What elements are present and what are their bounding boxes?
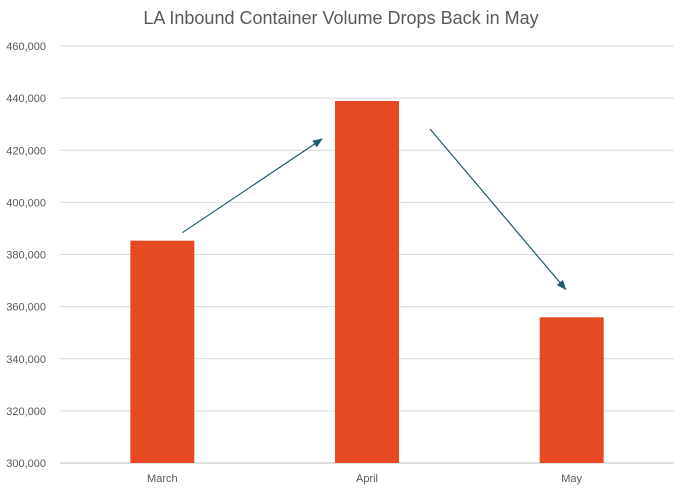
y-tick-label: 300,000: [6, 458, 46, 470]
x-axis: March April May: [147, 473, 583, 485]
bar-april: [335, 100, 399, 463]
arrow-up: [181, 138, 323, 234]
y-tick-label: 440,000: [6, 93, 46, 105]
bar-may: [539, 317, 604, 463]
y-tick-label: 460,000: [6, 41, 46, 53]
y-tick-label: 360,000: [6, 302, 46, 314]
x-tick-label: April: [356, 473, 378, 485]
arrow-down: [429, 128, 567, 291]
y-tick-label: 420,000: [6, 145, 46, 157]
y-tick-label: 400,000: [6, 197, 46, 209]
bars: [130, 100, 604, 463]
bar-march: [130, 240, 195, 463]
trend-arrows: [181, 128, 567, 291]
chart-title: LA Inbound Container Volume Drops Back i…: [143, 8, 539, 28]
x-tick-label: May: [561, 473, 582, 485]
y-tick-label: 380,000: [6, 250, 46, 262]
x-tick-label: March: [147, 473, 178, 485]
y-tick-label: 320,000: [6, 406, 46, 418]
y-tick-label: 340,000: [6, 354, 46, 366]
y-axis: 300,000 320,000 340,000 360,000 380,000 400,0…: [6, 41, 46, 470]
